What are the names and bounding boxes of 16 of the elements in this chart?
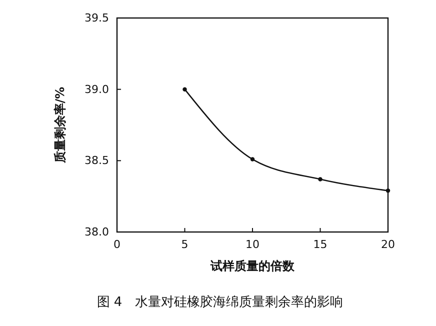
point [386, 188, 390, 193]
point [250, 157, 255, 162]
x-tick-label: 15 [313, 238, 328, 251]
point [318, 177, 322, 182]
x-tick-label: 5 [181, 238, 188, 251]
y-tick-label: 38.5 [84, 154, 109, 168]
text: 图 4 水量对硅橡胶海绵质量剩余率的影响 [96, 294, 344, 310]
x-tick-label: 20 [381, 238, 395, 251]
x-tick-label: 10 [246, 238, 260, 251]
y-tick-label: 39.5 [84, 12, 109, 25]
y-tick-label: 38.0 [84, 226, 109, 239]
y-axis-title: 质量剩余率/% [53, 86, 67, 164]
x-tick-label: 0 [114, 238, 120, 251]
point [182, 87, 187, 92]
x-axis-title: 试样质量的倍数 [210, 259, 296, 273]
y-tick-label: 39.0 [84, 82, 109, 96]
